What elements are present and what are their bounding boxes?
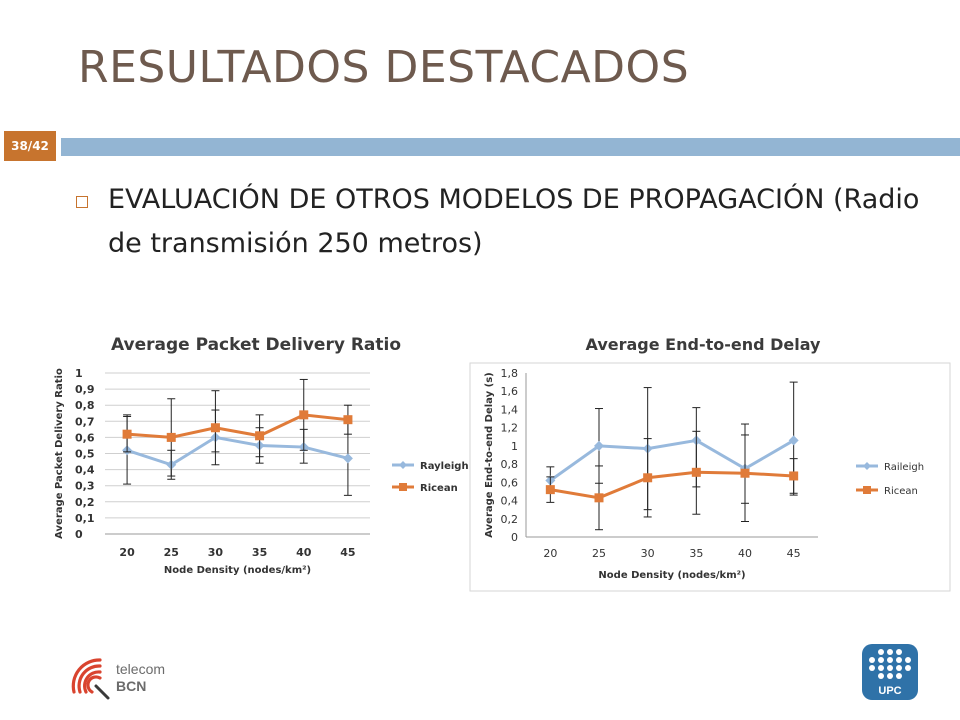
x-tick-label: 30 (641, 547, 655, 560)
data-point-square (299, 410, 309, 420)
y-tick-label: 0,6 (501, 476, 519, 489)
telecom-bcn-logo-icon: telecom BCN (71, 658, 165, 700)
y-tick-label: 1,6 (501, 385, 519, 398)
logo-dot (887, 657, 893, 663)
legend-marker-square (399, 483, 407, 491)
legend-marker-square (863, 486, 871, 494)
logo-left-line1: telecom (116, 661, 165, 677)
bullet-text: EVALUACIÓN DE OTROS MODELOS DE PROPAGACI… (108, 178, 928, 266)
upc-logo-icon: UPC (862, 644, 918, 700)
x-tick-label: 30 (208, 546, 224, 559)
series-line (126, 435, 349, 467)
logo-dot (896, 673, 902, 679)
y-tick-label: 0 (511, 531, 518, 544)
x-tick-label: 45 (340, 546, 355, 559)
upc-logo: UPC (862, 644, 918, 704)
data-point-square (691, 467, 701, 477)
slide-title: RESULTADOS DESTACADOS (78, 42, 690, 93)
series-line (549, 438, 795, 482)
logo-dot (878, 657, 884, 663)
data-point-square (122, 429, 132, 439)
legend-label: Rayleigh (420, 461, 469, 472)
y-tick-label: 1 (511, 440, 518, 453)
y-tick-label: 1,8 (501, 367, 519, 380)
logo-dot (878, 665, 884, 671)
header-band (61, 138, 960, 156)
logo-dot (887, 673, 893, 679)
data-point-square (343, 415, 353, 425)
logo-dot (896, 657, 902, 663)
data-point-square (210, 423, 220, 433)
y-tick-label: 0 (75, 528, 83, 541)
bullet-square-icon (76, 196, 88, 208)
legend-label: Ricean (884, 486, 918, 497)
data-point-diamond (594, 440, 604, 451)
legend-label: Raileigh (884, 462, 924, 473)
data-point-square (740, 468, 750, 478)
bullet-main-text: EVALUACIÓN DE OTROS MODELOS DE PROPAGACI… (108, 184, 825, 215)
series-line (550, 470, 794, 500)
telecom-bcn-logo: telecom BCN (66, 648, 176, 708)
y-tick-label: 0,7 (75, 415, 95, 428)
y-tick-label: 0,8 (75, 399, 95, 412)
data-point-diamond (788, 435, 799, 446)
data-point-square (643, 473, 653, 483)
y-tick-label: 0,8 (501, 458, 519, 471)
y-tick-label: 1,4 (501, 403, 519, 416)
logo-dot (905, 657, 911, 663)
bullet-sub-text: (Radio de transmisión 250 metros) (108, 184, 920, 259)
logo-dot (896, 649, 902, 655)
x-tick-label: 25 (164, 546, 179, 559)
y-tick-label: 1 (75, 367, 83, 380)
logo-dot (878, 673, 884, 679)
y-axis-label: Average End-to-end Delay (s) (484, 372, 495, 537)
logo-dot (887, 649, 893, 655)
x-axis-label: Node Density (nodes/km²) (598, 570, 745, 581)
y-tick-label: 0,2 (501, 513, 519, 526)
data-point-square (789, 471, 799, 481)
x-tick-label: 20 (119, 546, 135, 559)
x-tick-label: 40 (296, 546, 312, 559)
y-tick-label: 0,5 (75, 448, 95, 461)
chart-title: Average End-to-end Delay (586, 335, 822, 354)
x-tick-label: 40 (738, 547, 752, 560)
data-point-square (545, 485, 555, 495)
data-point-square (594, 493, 604, 503)
y-tick-label: 1,2 (501, 422, 519, 435)
logo-dot (896, 665, 902, 671)
logo-right-text: UPC (878, 685, 901, 697)
x-tick-label: 45 (787, 547, 801, 560)
y-axis-label: Average Packet Delivery Ratio (54, 368, 65, 539)
data-point-square (255, 431, 265, 441)
x-tick-label: 35 (689, 547, 703, 560)
legend-label: Ricean (420, 483, 458, 494)
y-tick-label: 0,6 (75, 431, 95, 444)
y-tick-label: 0,4 (501, 495, 519, 508)
y-tick-label: 0,4 (75, 464, 95, 477)
y-tick-label: 0,9 (75, 383, 95, 396)
logo-dot (887, 665, 893, 671)
x-axis-label: Node Density (nodes/km²) (164, 565, 311, 576)
y-tick-label: 0,1 (75, 512, 95, 525)
legend-marker-diamond (863, 462, 871, 470)
chart-frame (469, 362, 951, 592)
x-tick-label: 25 (592, 547, 606, 560)
y-tick-label: 0,3 (75, 480, 95, 493)
page-number-badge: 38/42 (4, 131, 56, 161)
logo-dot (878, 649, 884, 655)
x-tick-label: 35 (252, 546, 267, 559)
data-point-diamond (342, 453, 353, 464)
x-tick-label: 20 (543, 547, 557, 560)
chart-title: Average Packet Delivery Ratio (111, 335, 401, 355)
logo-dot (869, 665, 875, 671)
logo-dot (869, 657, 875, 663)
logo-dot (905, 665, 911, 671)
legend-marker-diamond (399, 461, 407, 469)
series-line (126, 413, 349, 439)
data-point-square (166, 432, 176, 442)
logo-left-line2: BCN (116, 678, 146, 694)
y-tick-label: 0,2 (75, 496, 95, 509)
